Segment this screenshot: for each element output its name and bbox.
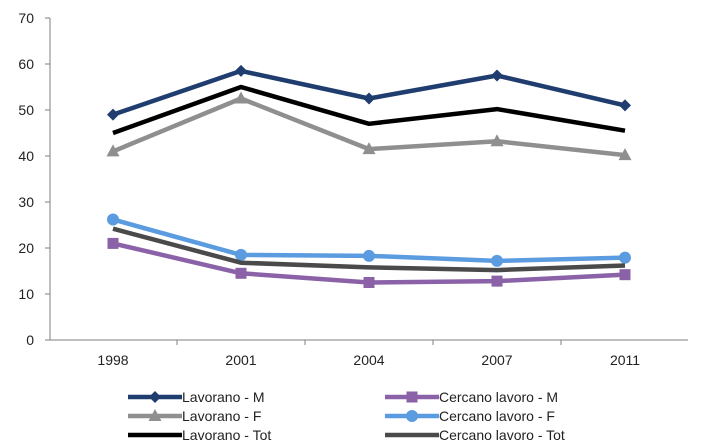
data-point <box>491 254 503 267</box>
data-point <box>106 144 120 157</box>
legend-label: Cercano lavoro - M <box>439 389 558 405</box>
x-tick-label: 2001 <box>225 352 256 368</box>
legend-label: Lavorano - Tot <box>182 427 271 443</box>
data-point <box>235 64 247 77</box>
data-point <box>107 237 119 249</box>
chart-axes: 0 10 20 30 40 50 60 70 1998 2001 2004 2007 2011 <box>18 10 688 368</box>
legend-label: Lavorano - F <box>182 408 261 424</box>
data-point <box>491 275 503 287</box>
series-cercano-lavoro-tot <box>112 226 626 273</box>
y-tick-label: 60 <box>18 56 34 72</box>
series-lavorano-f <box>106 91 632 161</box>
legend-item-lavorano-tot: Lavorano - Tot <box>128 427 271 443</box>
legend-label: Cercano lavoro - Tot <box>439 427 565 443</box>
legend-item-cercano-lavoro-m: Cercano lavoro - M <box>385 389 558 405</box>
legend-label: Lavorano - M <box>182 389 264 405</box>
series-line <box>112 84 626 136</box>
data-point <box>490 134 504 147</box>
data-point <box>491 69 503 82</box>
legend-item-cercano-lavoro-tot: Cercano lavoro - Tot <box>385 427 565 443</box>
legend-swatch-marker <box>148 409 162 421</box>
y-tick-label: 30 <box>18 194 34 210</box>
data-point <box>363 249 375 262</box>
x-tick-label: 2011 <box>610 352 640 368</box>
y-tick-label: 10 <box>18 286 34 302</box>
x-tick-label: 1998 <box>97 352 128 368</box>
data-point <box>619 269 631 281</box>
data-point <box>618 148 632 161</box>
legend-swatch-marker <box>406 410 418 422</box>
legend-swatch-marker <box>406 391 418 403</box>
y-tick-label: 0 <box>26 332 34 348</box>
data-point <box>619 99 631 112</box>
legend-item-lavorano-m: Lavorano - M <box>128 389 264 405</box>
series-lavorano-m <box>107 64 631 121</box>
data-point <box>362 142 376 155</box>
legend-label: Cercano lavoro - F <box>439 408 555 424</box>
data-point <box>363 92 375 105</box>
x-tick-label: 2004 <box>353 352 384 368</box>
y-tick-label: 40 <box>18 148 34 164</box>
legend-swatch-marker <box>149 391 161 403</box>
data-point <box>107 108 119 121</box>
series-lavorano-tot <box>112 84 626 136</box>
chart-legend: Lavorano - M Cercano lavoro - M Lavorano -… <box>128 389 565 443</box>
chart-series <box>106 64 632 288</box>
data-point <box>619 251 631 264</box>
data-point <box>107 213 119 226</box>
data-point <box>234 91 248 104</box>
y-tick-label: 20 <box>18 240 34 256</box>
x-tick-label: 2007 <box>481 352 512 368</box>
series-line <box>112 226 626 273</box>
series-cercano-lavoro-f <box>107 213 631 267</box>
data-point <box>235 267 247 279</box>
data-point <box>235 248 247 261</box>
legend-item-lavorano-f: Lavorano - F <box>128 408 261 424</box>
y-tick-label: 70 <box>18 10 34 26</box>
series-cercano-lavoro-m <box>107 237 631 288</box>
legend-item-cercano-lavoro-f: Cercano lavoro - F <box>385 408 555 424</box>
data-point <box>363 277 375 288</box>
y-tick-label: 50 <box>18 102 34 118</box>
